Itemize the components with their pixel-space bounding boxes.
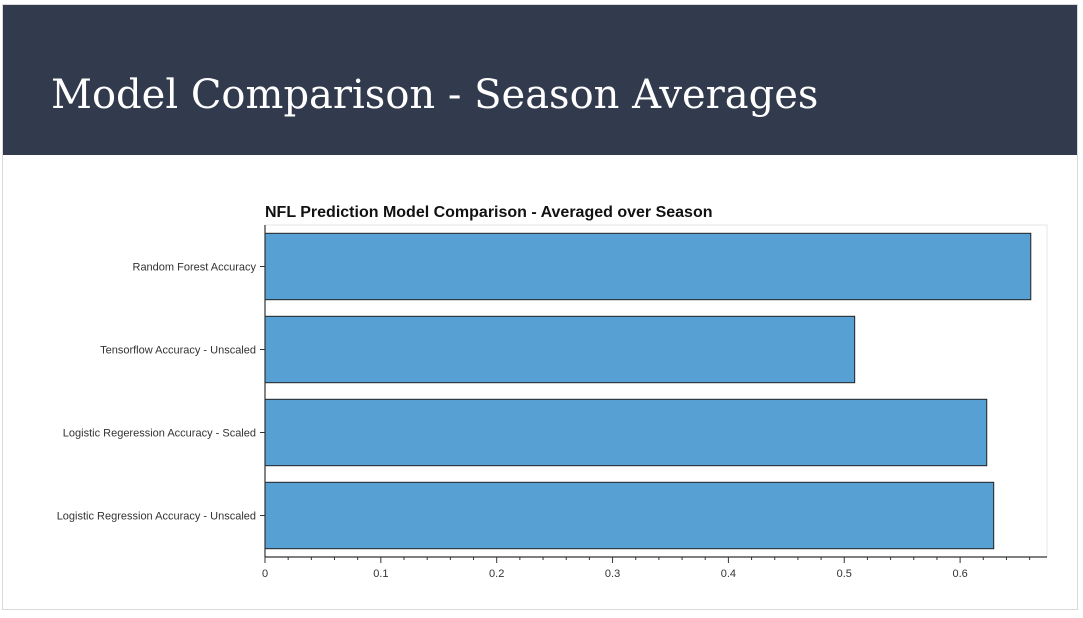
chart-title: NFL Prediction Model Comparison - Averag… (265, 204, 713, 221)
slide: Model Comparison - Season Averages NFL P… (2, 4, 1078, 610)
bar-chart: NFL Prediction Model Comparison - Averag… (57, 204, 1048, 580)
y-tick-label: Random Forest Accuracy (133, 262, 257, 274)
y-tick-label: Tensorflow Accuracy - Unscaled (100, 345, 256, 357)
x-tick-label: 0.5 (837, 568, 852, 580)
y-tick-label: Logistic Regression Accuracy - Unscaled (57, 511, 256, 523)
bar (264, 232, 1032, 301)
slide-header: Model Comparison - Season Averages (3, 5, 1077, 155)
axes-layer: Random Forest Accuracy Tensorflow Accurac… (57, 225, 1047, 580)
bars-layer (264, 232, 1032, 550)
chart-container: NFL Prediction Model Comparison - Averag… (3, 185, 1077, 605)
bar (264, 398, 988, 467)
x-tick-label: 0.4 (721, 568, 736, 580)
bar (264, 481, 995, 550)
x-tick-label: 0.6 (952, 568, 967, 580)
x-tick-label: 0.3 (605, 568, 620, 580)
slide-title: Model Comparison - Season Averages (51, 72, 819, 118)
x-tick-label: 0.2 (489, 568, 504, 580)
y-tick-label: Logistic Regeression Accuracy - Scaled (63, 428, 256, 440)
x-tick-label: 0.1 (373, 568, 388, 580)
x-tick-label: 0 (262, 568, 268, 580)
bar (264, 315, 856, 384)
